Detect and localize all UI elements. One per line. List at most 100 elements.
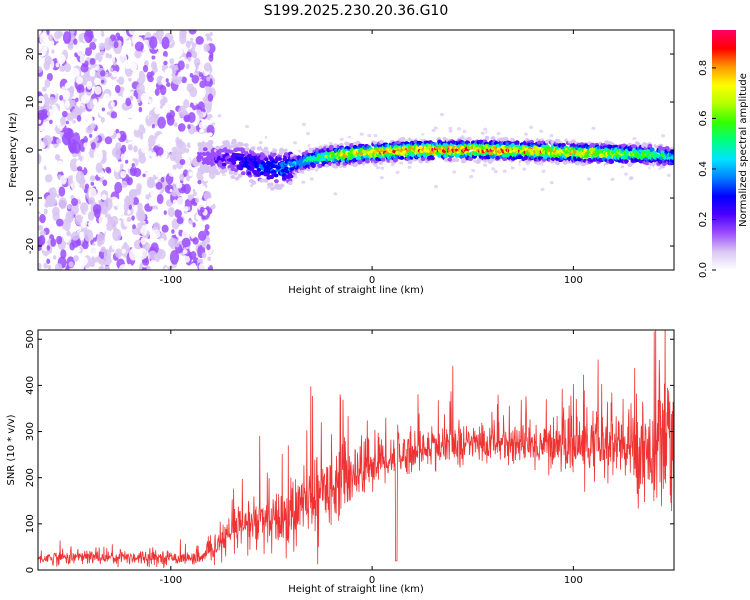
- ridge-cell: [329, 146, 334, 151]
- noise-speckle: [94, 85, 102, 95]
- noise-speckle: [154, 107, 162, 115]
- noise-speckle: [133, 145, 138, 153]
- ridge-cell: [650, 166, 656, 171]
- noise-speckle: [197, 230, 207, 242]
- noise-speckle: [44, 55, 52, 66]
- ridge-cell: [365, 159, 370, 164]
- ridge-cell: [234, 176, 240, 181]
- ridge-cell: [208, 144, 214, 149]
- noise-speckle: [50, 40, 55, 46]
- ridge-cell: [393, 157, 399, 162]
- ridge-cell: [202, 147, 208, 152]
- noise-speckle: [203, 62, 212, 72]
- noise-speckle: [292, 141, 297, 145]
- noise-speckle: [89, 261, 95, 268]
- noise-speckle: [76, 76, 84, 85]
- noise-speckle: [171, 229, 175, 234]
- noise-speckle: [50, 86, 58, 96]
- noise-speckle: [493, 170, 498, 174]
- noise-speckle: [147, 134, 156, 147]
- ridge-cell: [207, 132, 213, 137]
- colorbar-label: Normalized spectral amplitude: [738, 73, 749, 227]
- noise-speckle: [48, 96, 56, 106]
- noise-speckle: [196, 222, 203, 231]
- noise-speckle: [373, 133, 378, 138]
- ridge-cell: [328, 169, 334, 174]
- ridge-cell: [228, 149, 234, 154]
- noise-speckle: [58, 197, 68, 210]
- noise-speckle: [469, 175, 474, 179]
- noise-speckle: [529, 125, 534, 129]
- noise-speckle: [103, 93, 111, 105]
- noise-speckle: [133, 128, 142, 138]
- ridge-cell: [215, 171, 221, 176]
- ridge-cell: [567, 137, 573, 142]
- ridge-cell: [200, 185, 206, 190]
- noise-speckle: [133, 167, 142, 177]
- snr-xtick-label: 0: [369, 575, 375, 586]
- noise-speckle: [154, 113, 159, 118]
- noise-speckle: [106, 111, 111, 116]
- noise-speckle: [522, 167, 527, 171]
- noise-speckle: [198, 263, 206, 270]
- noise-speckle: [152, 101, 156, 107]
- noise-speckle: [258, 141, 263, 145]
- snr-ytick-label: 400: [25, 376, 36, 395]
- noise-speckle: [301, 122, 306, 127]
- ridge-cell: [201, 152, 207, 157]
- noise-speckle: [80, 94, 90, 104]
- ridge-cell: [262, 188, 268, 193]
- noise-speckle: [124, 89, 132, 98]
- noise-speckle: [191, 50, 198, 59]
- noise-speckle: [152, 66, 158, 73]
- ridge-cell: [470, 162, 475, 167]
- ridge-cell: [215, 145, 221, 150]
- noise-speckle: [67, 204, 72, 210]
- noise-speckle: [128, 77, 132, 82]
- noise-speckle: [79, 105, 83, 111]
- noise-speckle: [433, 126, 438, 130]
- noise-speckle: [88, 197, 96, 205]
- noise-speckle: [167, 207, 175, 217]
- ridge-cell: [312, 171, 317, 176]
- noise-speckle: [142, 64, 149, 73]
- ridge-cell: [518, 135, 524, 140]
- noise-speckle: [140, 61, 144, 66]
- noise-speckle: [69, 178, 74, 184]
- noise-speckle: [107, 198, 112, 204]
- noise-speckle: [439, 112, 444, 117]
- ridge-cell: [484, 135, 490, 140]
- noise-speckle: [169, 151, 177, 162]
- noise-speckle: [102, 216, 108, 225]
- ridge-cell: [263, 157, 269, 162]
- noise-speckle: [112, 228, 122, 242]
- noise-speckle: [89, 41, 97, 51]
- noise-speckle: [59, 71, 65, 77]
- ridge-cell: [464, 161, 470, 166]
- noise-speckle: [56, 160, 64, 173]
- noise-speckle: [113, 61, 117, 66]
- noise-speckle: [146, 179, 156, 189]
- noise-speckle: [149, 259, 157, 269]
- noise-speckle: [206, 243, 211, 251]
- ridge-cell: [279, 183, 285, 188]
- noise-speckle: [187, 112, 196, 123]
- snr-frame: [37, 329, 675, 571]
- noise-speckle: [151, 152, 157, 160]
- ridge-cell: [561, 142, 566, 147]
- colorbar-tick-label: 0.0: [698, 262, 709, 278]
- noise-speckle: [181, 186, 186, 192]
- ridge-cell: [433, 163, 438, 168]
- noise-speckle: [114, 181, 123, 194]
- noise-speckle: [75, 97, 79, 103]
- noise-speckle: [206, 76, 211, 82]
- ridge-cell: [231, 160, 237, 165]
- ridge-cell: [221, 162, 227, 167]
- noise-speckle: [120, 144, 127, 153]
- noise-speckle: [137, 222, 143, 230]
- noise-speckle: [188, 30, 197, 35]
- noise-speckle: [48, 105, 53, 110]
- noise-speckle: [72, 119, 76, 124]
- noise-speckle: [483, 163, 488, 167]
